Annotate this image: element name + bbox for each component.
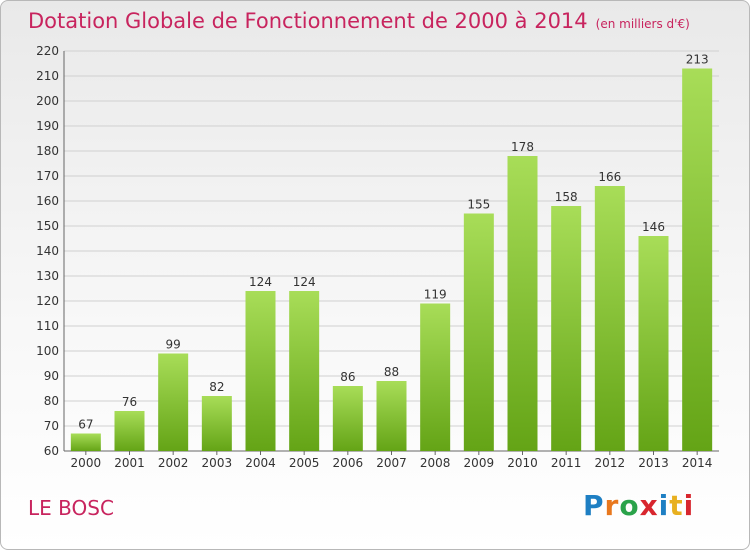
- x-tick-label: 2009: [464, 456, 495, 470]
- value-label: 146: [642, 220, 665, 234]
- value-label: 67: [78, 418, 93, 432]
- y-tick-label: 220: [36, 44, 59, 58]
- x-tick-label: 2013: [638, 456, 669, 470]
- y-tick-label: 120: [36, 294, 59, 308]
- value-label: 99: [166, 338, 181, 352]
- logo-letter: t: [669, 489, 684, 522]
- bar: [682, 68, 713, 451]
- y-tick-label: 130: [36, 269, 59, 283]
- value-label: 155: [467, 198, 490, 212]
- value-label: 86: [340, 370, 355, 384]
- y-tick-label: 170: [36, 169, 59, 183]
- x-tick-label: 2003: [202, 456, 233, 470]
- value-label: 213: [686, 53, 709, 67]
- x-tick-label: 2004: [245, 456, 276, 470]
- x-tick-label: 2007: [376, 456, 407, 470]
- y-tick-label: 200: [36, 94, 59, 108]
- bar: [376, 381, 407, 451]
- y-tick-label: 150: [36, 219, 59, 233]
- chart-title-text: Dotation Globale de Fonctionnement de 20…: [28, 9, 588, 33]
- bar: [551, 206, 582, 451]
- proxiti-logo: Proxiti: [583, 489, 694, 522]
- x-tick-label: 2010: [507, 456, 538, 470]
- y-tick-label: 140: [36, 244, 59, 258]
- y-tick-label: 60: [44, 444, 59, 458]
- y-tick-label: 70: [44, 419, 59, 433]
- x-tick-label: 2002: [158, 456, 189, 470]
- commune-name: LE BOSC: [28, 496, 114, 520]
- value-label: 119: [424, 288, 447, 302]
- bar: [158, 353, 189, 451]
- value-label: 158: [555, 190, 578, 204]
- bar: [638, 236, 669, 451]
- logo-letter: r: [604, 489, 620, 522]
- y-tick-label: 80: [44, 394, 59, 408]
- bar: [594, 186, 625, 451]
- bar: [245, 291, 276, 451]
- bar: [507, 156, 538, 451]
- value-label: 124: [293, 275, 316, 289]
- bar: [114, 411, 145, 451]
- unit-label: (en milliers d'€): [595, 17, 690, 31]
- logo-letter: i: [658, 489, 670, 522]
- bar: [201, 396, 232, 451]
- bar: [332, 386, 363, 451]
- x-tick-label: 2008: [420, 456, 451, 470]
- chart-title: Dotation Globale de Fonctionnement de 20…: [28, 9, 690, 33]
- x-tick-label: 2001: [114, 456, 145, 470]
- bar: [463, 213, 494, 451]
- bar: [70, 433, 101, 451]
- value-label: 178: [511, 140, 534, 154]
- y-tick-label: 190: [36, 119, 59, 133]
- y-tick-label: 100: [36, 344, 59, 358]
- x-tick-label: 2005: [289, 456, 320, 470]
- y-tick-label: 90: [44, 369, 59, 383]
- bar: [289, 291, 320, 451]
- x-tick-label: 2000: [71, 456, 102, 470]
- value-label: 124: [249, 275, 272, 289]
- logo-letter: o: [619, 489, 640, 522]
- x-tick-label: 2011: [551, 456, 582, 470]
- logo-letter: P: [583, 489, 605, 522]
- y-tick-label: 180: [36, 144, 59, 158]
- y-tick-label: 160: [36, 194, 59, 208]
- logo-letter: i: [683, 489, 695, 522]
- value-label: 82: [209, 380, 224, 394]
- x-tick-label: 2012: [595, 456, 626, 470]
- logo-letter: x: [639, 489, 659, 522]
- value-label: 88: [384, 365, 399, 379]
- value-label: 166: [598, 170, 621, 184]
- bar: [420, 303, 451, 451]
- y-tick-label: 210: [36, 69, 59, 83]
- x-tick-label: 2006: [333, 456, 364, 470]
- value-label: 76: [122, 395, 137, 409]
- y-tick-label: 110: [36, 319, 59, 333]
- x-tick-label: 2014: [682, 456, 713, 470]
